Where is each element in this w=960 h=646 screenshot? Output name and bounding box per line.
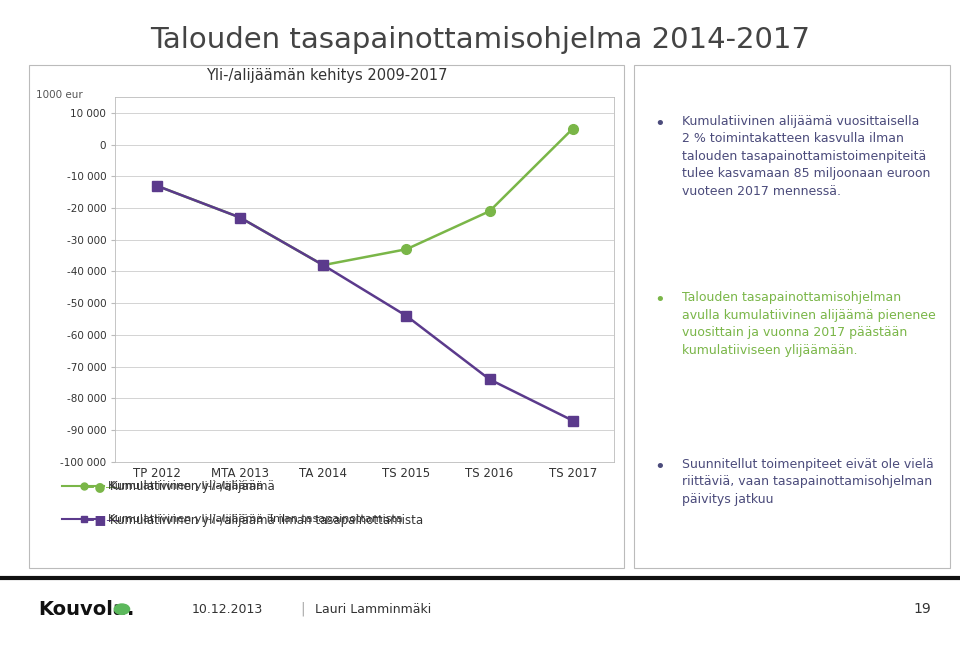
Text: Kumulatiivinen yli-/alijäämä: Kumulatiivinen yli-/alijäämä <box>108 481 263 492</box>
Text: —■—: —■— <box>82 514 122 526</box>
Text: 10.12.2013: 10.12.2013 <box>192 603 263 616</box>
Text: Talouden tasapainottamisohjelma 2014-2017: Talouden tasapainottamisohjelma 2014-201… <box>150 26 810 54</box>
Text: 19: 19 <box>914 602 931 616</box>
Text: 1000 eur: 1000 eur <box>36 90 83 100</box>
Text: .: . <box>127 599 134 619</box>
Text: •: • <box>654 291 664 309</box>
Text: Kumulatiivinen yli-/alijäämä: Kumulatiivinen yli-/alijäämä <box>110 480 276 493</box>
Text: Kouvola: Kouvola <box>38 599 127 619</box>
Text: |: | <box>300 602 304 616</box>
Text: •: • <box>654 115 664 133</box>
Text: Suunnitellut toimenpiteet eivät ole vielä
riittäviä, vaan tasapainottamisohjelma: Suunnitellut toimenpiteet eivät ole viel… <box>682 457 934 506</box>
Text: •: • <box>654 457 664 475</box>
Text: Yli-/alijäämän kehitys 2009-2017: Yli-/alijäämän kehitys 2009-2017 <box>205 68 447 83</box>
Text: Kumulatiivinen yli-/alijäämä ilman tasapainottamista: Kumulatiivinen yli-/alijäämä ilman tasap… <box>108 514 402 524</box>
Text: —●—: —●— <box>82 480 122 493</box>
Text: Lauri Lamminmäki: Lauri Lamminmäki <box>315 603 431 616</box>
Text: Kumulatiivinen alijäämä vuosittaisella
2 % toimintakatteen kasvulla ilman
taloud: Kumulatiivinen alijäämä vuosittaisella 2… <box>682 115 930 198</box>
Text: Talouden tasapainottamisohjelman
avulla kumulatiivinen alijäämä pienenee
vuositt: Talouden tasapainottamisohjelman avulla … <box>682 291 936 357</box>
Text: Kumulatiivinen yli-/alijäämä ilman tasapainottamista: Kumulatiivinen yli-/alijäämä ilman tasap… <box>110 514 423 526</box>
